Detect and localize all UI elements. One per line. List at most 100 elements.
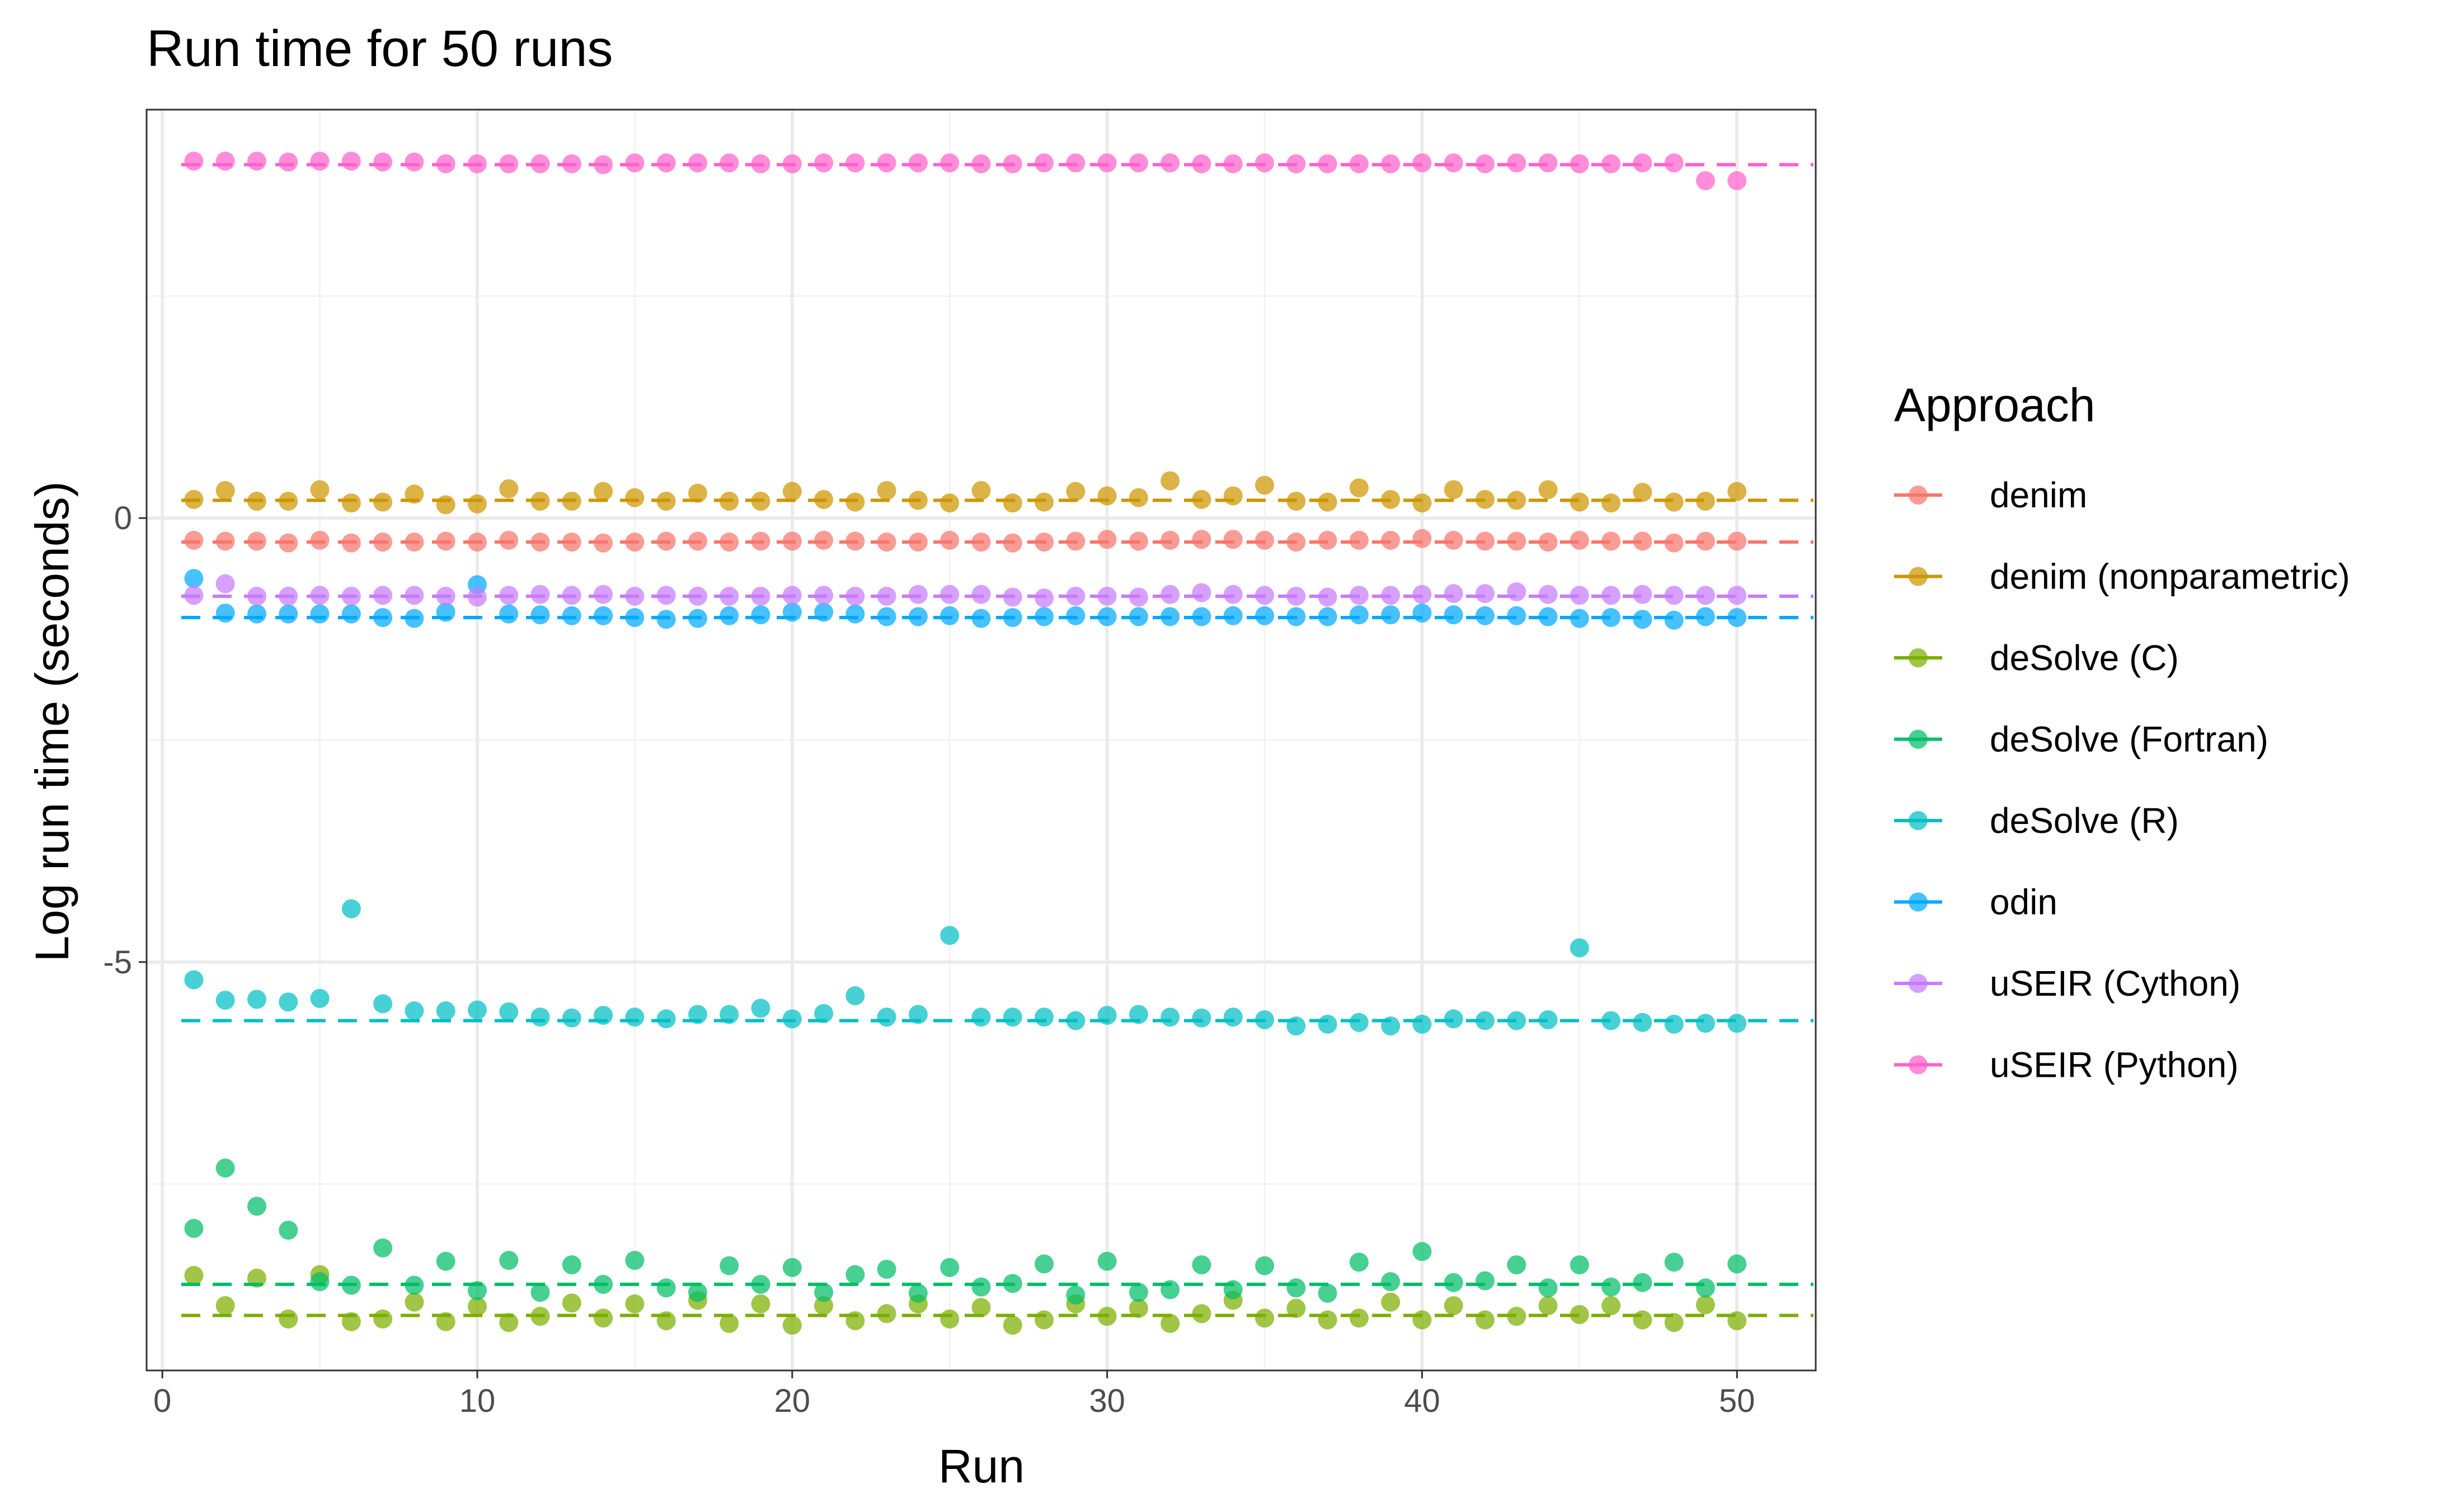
legend-key-point (1909, 567, 1928, 586)
data-point (530, 1283, 550, 1302)
data-point (971, 1277, 991, 1297)
data-point (1066, 1011, 1086, 1030)
data-point (1223, 486, 1243, 506)
data-point (1192, 607, 1211, 627)
chart-title: Run time for 50 runs (147, 20, 613, 77)
data-point (1664, 586, 1684, 605)
data-point (1412, 493, 1432, 513)
data-point (1412, 153, 1432, 173)
data-point (1570, 154, 1589, 173)
x-tick-label: 20 (774, 1383, 811, 1419)
data-point (1223, 1007, 1243, 1027)
data-point (247, 586, 266, 606)
data-point (1727, 1014, 1747, 1033)
data-point (215, 574, 235, 594)
data-point (1003, 587, 1022, 607)
series-4 (181, 899, 1813, 1036)
data-point (467, 587, 487, 607)
data-point (720, 586, 739, 606)
data-point (247, 531, 266, 551)
data-point (1696, 492, 1716, 511)
data-point (310, 480, 330, 500)
data-point (436, 1312, 455, 1331)
data-point (1476, 489, 1495, 509)
data-point (1633, 1012, 1652, 1032)
data-point (1381, 1016, 1401, 1036)
data-point (1223, 585, 1243, 604)
data-point (373, 492, 393, 512)
data-point (1349, 1308, 1369, 1328)
data-point (908, 607, 928, 627)
data-point (499, 1251, 519, 1270)
data-point (1349, 605, 1369, 625)
data-point (1476, 1310, 1495, 1330)
data-point (467, 1281, 487, 1301)
data-point (1664, 492, 1684, 512)
data-point (594, 155, 613, 175)
data-point (656, 531, 676, 551)
data-point (1255, 1308, 1275, 1328)
data-point (594, 1275, 613, 1294)
data-point (940, 1257, 960, 1277)
data-point (279, 1221, 298, 1240)
data-point (247, 492, 266, 511)
data-point (720, 492, 739, 511)
data-point (184, 1266, 204, 1285)
x-tick-label: 0 (153, 1383, 171, 1419)
data-point (1129, 1005, 1148, 1024)
data-point (877, 481, 896, 500)
data-point (1727, 482, 1747, 501)
data-point (1003, 1274, 1022, 1293)
data-point (1349, 478, 1369, 498)
data-point (656, 153, 676, 173)
data-point (1507, 582, 1526, 601)
data-point (279, 1309, 298, 1329)
data-point (1507, 153, 1526, 173)
data-point (247, 152, 266, 171)
data-point (467, 533, 487, 552)
legend-label: denim (1990, 475, 2087, 515)
data-point (845, 153, 865, 173)
data-point (751, 492, 770, 511)
data-point (467, 154, 487, 173)
data-point (341, 533, 361, 553)
data-point (1097, 586, 1117, 606)
data-point (1035, 153, 1054, 173)
data-point (184, 489, 204, 509)
data-point (594, 1006, 613, 1025)
data-point (562, 154, 581, 173)
data-point (1507, 531, 1526, 551)
data-point (1066, 482, 1086, 501)
data-point (940, 1309, 960, 1329)
data-point (1255, 1256, 1275, 1275)
data-point (1727, 1254, 1747, 1274)
data-point (751, 998, 770, 1018)
data-point (625, 586, 645, 606)
data-point (341, 1275, 361, 1295)
data-point (656, 1311, 676, 1331)
data-point (1255, 153, 1275, 173)
data-point (1003, 607, 1022, 627)
data-point (1035, 1310, 1054, 1330)
data-point (971, 585, 991, 604)
y-tick-label: 0 (114, 500, 132, 536)
data-point (436, 1001, 455, 1021)
data-point (310, 988, 330, 1008)
data-point (877, 1304, 896, 1323)
data-point (1286, 492, 1306, 511)
data-point (562, 586, 581, 605)
data-point (1003, 1316, 1022, 1335)
data-point (877, 153, 896, 173)
legend-title: Approach (1894, 379, 2095, 431)
data-point (845, 986, 865, 1006)
data-point (594, 533, 613, 553)
data-point (1129, 153, 1148, 173)
legend-label: uSEIR (Cython) (1990, 963, 2240, 1004)
legend-key-point (1909, 892, 1928, 912)
legend-label: deSolve (C) (1990, 638, 2179, 678)
data-point (1129, 1283, 1148, 1302)
data-point (940, 530, 960, 550)
data-point (1286, 154, 1306, 173)
data-point (310, 1272, 330, 1292)
data-point (562, 1293, 581, 1313)
